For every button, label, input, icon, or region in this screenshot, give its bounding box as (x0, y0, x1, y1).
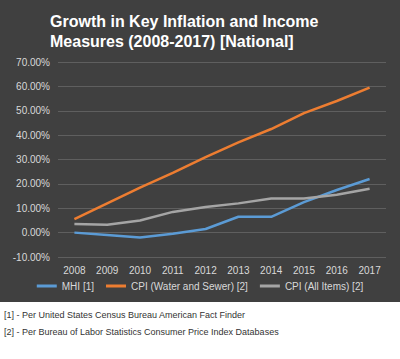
svg-text:2014: 2014 (260, 265, 283, 276)
svg-text:2011: 2011 (162, 265, 184, 276)
svg-text:MHI [1]: MHI [1] (62, 281, 94, 292)
svg-text:2009: 2009 (96, 265, 119, 276)
svg-text:20.00%: 20.00% (16, 178, 50, 189)
svg-text:2016: 2016 (326, 265, 349, 276)
svg-text:[1] - Per United States Census: [1] - Per United States Census Bureau Am… (4, 310, 245, 320)
svg-text:2015: 2015 (293, 265, 316, 276)
svg-text:Measures (2008-2017) [National: Measures (2008-2017) [National] (50, 33, 294, 50)
svg-text:50.00%: 50.00% (16, 105, 50, 116)
svg-text:Growth in Key Inflation and In: Growth in Key Inflation and Income (50, 13, 323, 30)
svg-text:70.00%: 70.00% (16, 57, 50, 68)
svg-text:2017: 2017 (358, 265, 381, 276)
svg-text:-10.00%: -10.00% (13, 252, 50, 263)
svg-text:2010: 2010 (129, 265, 152, 276)
svg-text:[2] - Per Bureau of Labor Stat: [2] - Per Bureau of Labor Statistics Con… (4, 327, 279, 337)
svg-text:2012: 2012 (194, 265, 217, 276)
svg-text:2013: 2013 (227, 265, 250, 276)
svg-text:2008: 2008 (63, 265, 86, 276)
svg-text:60.00%: 60.00% (16, 81, 50, 92)
svg-text:CPI (All Items) [2]: CPI (All Items) [2] (285, 281, 364, 292)
svg-text:0.00%: 0.00% (22, 227, 50, 238)
svg-text:30.00%: 30.00% (16, 154, 50, 165)
svg-text:40.00%: 40.00% (16, 130, 50, 141)
svg-text:CPI (Water and Sewer) [2]: CPI (Water and Sewer) [2] (131, 281, 248, 292)
svg-text:10.00%: 10.00% (16, 203, 50, 214)
